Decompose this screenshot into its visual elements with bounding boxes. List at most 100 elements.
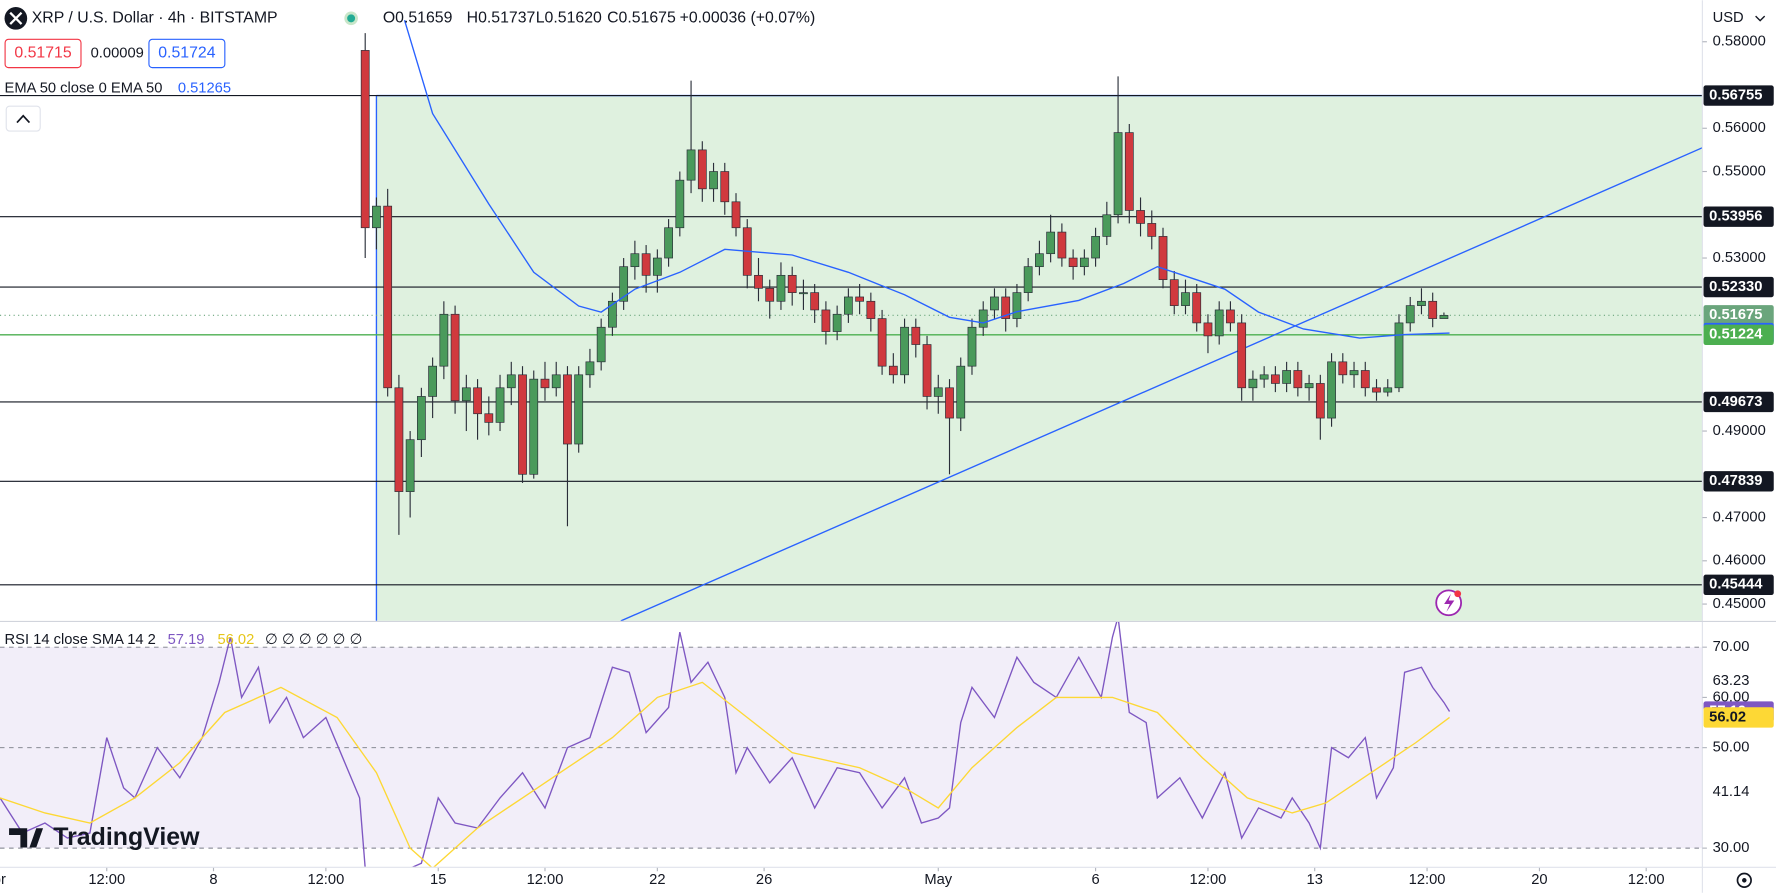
candle-body (1248, 378, 1258, 389)
rsi-sma-legend-value: 56.02 (217, 632, 254, 648)
x-tick-label: 13 (1307, 872, 1323, 888)
y-tick-label: 0.58000 (1713, 34, 1766, 50)
y-tick-label: 0.46000 (1713, 553, 1766, 569)
candle-body (933, 387, 943, 397)
x-tick-label: 12:00 (1409, 872, 1446, 888)
y-tick-label: 30.00 (1713, 840, 1750, 856)
y-tick-label: 0.45000 (1713, 596, 1766, 612)
settings-icon[interactable] (1736, 872, 1752, 888)
rsi-value-label: 56.02 (1709, 709, 1746, 725)
candle-body (428, 365, 438, 397)
candle-body (1102, 214, 1112, 237)
candle-body (720, 171, 730, 203)
candle-body (877, 318, 887, 367)
alert-dot (1454, 590, 1462, 598)
candle-body (776, 274, 786, 302)
candle-body (563, 374, 572, 445)
candle-body (1158, 236, 1168, 280)
currency-selector[interactable]: USD (1713, 10, 1744, 26)
ohlc-open: O0.51659 (383, 10, 453, 27)
candle-body (1304, 383, 1314, 389)
candle-body (394, 387, 404, 492)
currency-caret[interactable] (1755, 15, 1766, 22)
candle-body (1338, 361, 1348, 376)
candle-body (799, 292, 808, 295)
level-label: 0.56755 (1709, 88, 1762, 104)
collapse-button[interactable] (5, 105, 41, 132)
candle-body (900, 326, 909, 376)
candle-body (630, 253, 640, 268)
ema-line (403, 19, 1450, 339)
symbol-title: XRP / U.S. Dollar · 4h · BITSTAMP (32, 10, 278, 27)
y-tick-label: 70.00 (1713, 639, 1750, 655)
rsi-legend-value: 57.19 (168, 632, 205, 648)
candle-body (461, 387, 471, 402)
status-dot (347, 14, 356, 23)
level-label-box (1703, 391, 1774, 413)
x-tick-label: 12:00 (307, 872, 344, 888)
alert-bolt[interactable] (1444, 593, 1455, 612)
rsi-legend: RSI 14 close SMA 14 2 (5, 632, 156, 648)
x-tick-label: 12:00 (527, 872, 564, 888)
candle-body (416, 396, 426, 441)
candle-body (1372, 387, 1381, 393)
candle-body (855, 296, 865, 302)
bid-price[interactable]: 0.51715 (14, 45, 71, 62)
rsi-sma-line (0, 681, 1450, 867)
candle-body (439, 313, 449, 367)
candle-body (1046, 231, 1056, 255)
candle-body (664, 227, 673, 259)
x-tick-label: 12:00 (1190, 872, 1227, 888)
candle-body (1091, 236, 1100, 259)
ask-price[interactable]: 0.51724 (158, 45, 215, 62)
candle-body (619, 266, 629, 302)
price-pane (0, 19, 1703, 621)
brand-name: TradingView (53, 823, 200, 851)
level-label: 0.52330 (1709, 279, 1762, 295)
candle-body (1360, 370, 1370, 389)
candle-body (1181, 292, 1190, 306)
bid-box[interactable] (4, 38, 82, 69)
candle-body (1282, 370, 1292, 384)
rsi-value-label-box (1703, 707, 1774, 728)
rsi-marker-label: 41.14 (1713, 784, 1750, 800)
candle-body (945, 387, 954, 419)
candle-body (1394, 322, 1404, 389)
candle-body (529, 378, 539, 475)
ask-box[interactable] (148, 38, 226, 69)
candle-body (810, 292, 820, 311)
candle-body (866, 300, 876, 319)
candle-body (675, 179, 685, 229)
y-tick-label: 60.00 (1713, 689, 1750, 705)
candle-body (922, 344, 932, 397)
x-tick-label: 8 (209, 872, 217, 888)
collapse-icon[interactable] (16, 114, 31, 124)
level-label-box (1703, 276, 1774, 298)
candle-body (911, 326, 921, 345)
brand-logo (9, 828, 44, 848)
candle-body (1405, 305, 1415, 324)
settings-icon-center[interactable] (1742, 878, 1747, 883)
y-tick-label: 0.47000 (1713, 509, 1766, 525)
candle-body (1417, 300, 1426, 306)
rsi-line (0, 622, 1451, 867)
candle-body (1079, 257, 1089, 268)
y-tick-label: 0.53000 (1713, 250, 1766, 266)
candle-body (372, 205, 381, 229)
level-label: 0.53956 (1709, 209, 1762, 225)
last-price-label: 0.51675 (1709, 307, 1762, 323)
candle-body (821, 309, 831, 332)
candle-body (686, 149, 696, 181)
candle-body (1349, 370, 1359, 376)
candle-body (1136, 210, 1145, 224)
ema-legend: EMA 50 close 0 EMA 50 (5, 80, 163, 96)
level-label-box (1703, 206, 1774, 227)
candle-body (1023, 266, 1033, 293)
x-tick-label: 12:00 (1628, 872, 1665, 888)
candle-body (1012, 292, 1022, 319)
candle-body (754, 274, 763, 289)
candle-body (484, 413, 494, 423)
candle-body (1270, 374, 1280, 384)
candle-body (765, 287, 775, 302)
